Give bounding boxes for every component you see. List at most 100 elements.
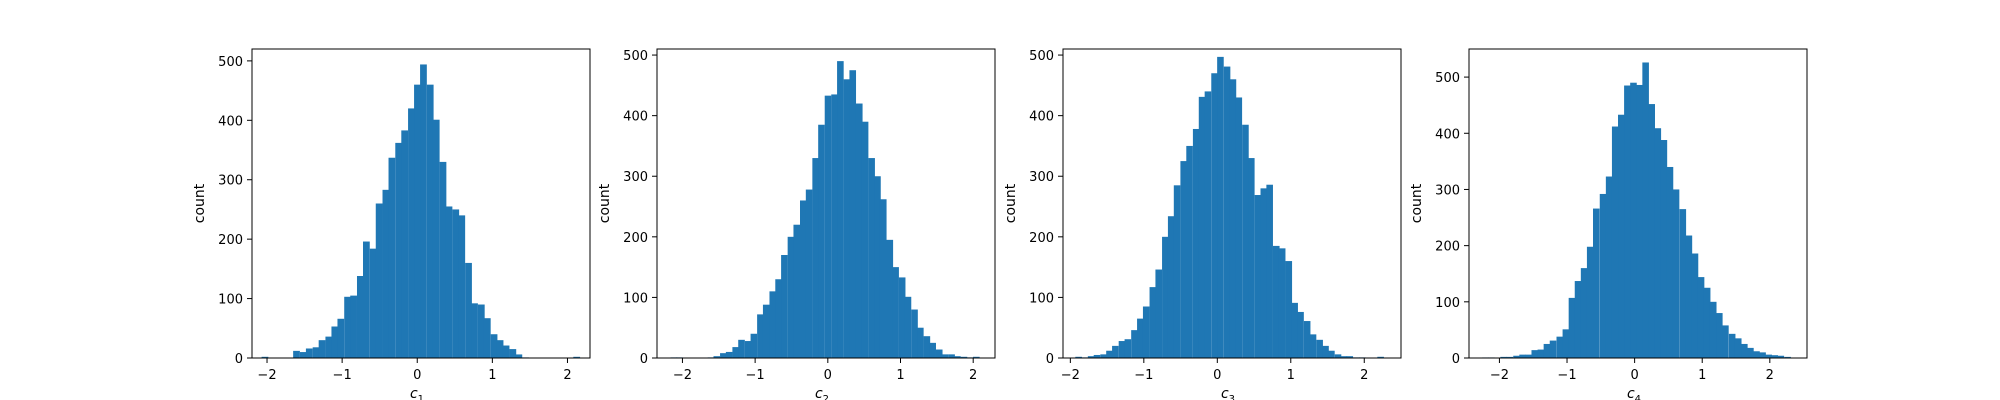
- histogram-bar: [1204, 91, 1212, 358]
- histogram-bar: [973, 356, 980, 358]
- histogram-bar: [1149, 287, 1157, 358]
- y-tick-label: 100: [1029, 291, 1054, 306]
- histogram-bar: [350, 295, 357, 358]
- y-tick-label: 0: [235, 352, 243, 367]
- histogram-bar: [818, 124, 825, 359]
- histogram-bar: [1235, 97, 1243, 358]
- histogram-bar: [344, 296, 351, 358]
- histogram-bar: [1142, 306, 1150, 358]
- histogram-bar: [738, 339, 745, 358]
- histogram-bar: [312, 347, 320, 358]
- histogram-bar: [1500, 356, 1507, 358]
- histogram-bar: [1753, 351, 1760, 358]
- histogram-bar: [874, 176, 881, 358]
- histogram-bar: [1574, 281, 1582, 358]
- x-axis-label-main: c: [815, 386, 823, 400]
- histogram-bar: [1685, 235, 1693, 358]
- histogram-bar: [1630, 82, 1637, 359]
- histogram-bar: [490, 334, 498, 358]
- histogram-bar: [1118, 341, 1126, 358]
- histogram-bar: [496, 340, 504, 358]
- y-tick-label: 300: [1435, 183, 1460, 198]
- histogram-bar: [1525, 354, 1532, 358]
- axes-frame: [656, 48, 996, 359]
- histogram-bar: [1155, 269, 1163, 358]
- histogram-bar: [1531, 350, 1539, 358]
- histogram-bar: [1697, 277, 1705, 358]
- histogram-bar: [1316, 339, 1323, 358]
- histogram-bar: [886, 239, 894, 358]
- chart-panel-3: −2 −1 0 1 2 0 100 200 300 400 500 c3 count: [1003, 48, 1402, 400]
- histogram-bar: [849, 70, 857, 359]
- histogram-bar: [363, 241, 370, 358]
- histogram-bar: [1297, 311, 1304, 358]
- histogram-bar: [732, 347, 739, 358]
- y-tick-label: 200: [1435, 240, 1460, 255]
- histogram-bar: [960, 356, 968, 358]
- x-tick-label: −1: [746, 368, 765, 383]
- y-tick-label: 100: [623, 291, 648, 306]
- chart-panel-4: −2 −1 0 1 2 0 100 200 300 400 500 c4 count: [1409, 48, 1808, 400]
- histogram-bar: [1278, 248, 1286, 358]
- histogram-bar: [787, 236, 795, 358]
- histogram-bar: [1273, 245, 1280, 358]
- histogram-bar: [1666, 166, 1674, 358]
- x-tick-label: −1: [1557, 368, 1576, 383]
- y-axis-label: count: [192, 183, 208, 223]
- histogram-bar: [1513, 355, 1520, 358]
- x-axis-label-main: c: [1221, 386, 1229, 400]
- histogram-bar: [1093, 354, 1101, 358]
- histogram-bar: [1242, 124, 1249, 359]
- histogram-bar: [1131, 330, 1138, 358]
- histogram-bar: [1309, 334, 1317, 358]
- x-axis-label: c1: [410, 386, 424, 400]
- histogram-bar: [432, 119, 440, 359]
- histogram-bar: [1186, 145, 1193, 358]
- histogram-bar: [477, 304, 485, 358]
- y-tick-label: 200: [218, 233, 243, 248]
- histogram-bar: [1334, 354, 1342, 358]
- x-tick-label: 2: [1766, 368, 1774, 383]
- y-tick-label: 400: [623, 110, 648, 125]
- histogram-bar: [1543, 343, 1551, 358]
- histogram-bar: [337, 318, 345, 358]
- histogram-bar: [420, 64, 427, 358]
- histogram-bar: [861, 121, 869, 359]
- histogram-bar: [325, 336, 333, 358]
- histogram-bar: [1611, 126, 1619, 358]
- histogram-bar: [824, 95, 832, 359]
- histogram-bar: [1580, 268, 1588, 358]
- x-axis-label-main: c: [1627, 386, 1635, 400]
- histogram-bar: [1618, 114, 1625, 358]
- histogram-bar: [573, 356, 581, 358]
- x-axis-label-subscript: 1: [418, 394, 424, 400]
- histogram-bar: [1137, 318, 1144, 358]
- histogram-bar: [299, 352, 307, 358]
- histogram-bar: [1112, 345, 1119, 358]
- histogram-bar: [1605, 176, 1613, 358]
- histogram-bar: [458, 215, 466, 358]
- histogram-bar: [744, 341, 752, 358]
- histogram-bar: [1777, 355, 1785, 358]
- histogram-bar: [1303, 321, 1311, 358]
- histogram-bar: [775, 279, 782, 358]
- y-tick-label: 0: [1046, 352, 1054, 367]
- histogram-bar: [1229, 79, 1237, 358]
- histogram-bar: [318, 340, 326, 358]
- histogram-bar: [1124, 339, 1132, 358]
- histogram-bar: [1556, 336, 1564, 358]
- histogram-bar: [1519, 354, 1526, 358]
- histogram-bar: [1075, 356, 1082, 358]
- histogram-bar: [1291, 302, 1298, 358]
- histogram-bar: [1322, 345, 1329, 358]
- histogram-bar: [1654, 128, 1662, 358]
- histogram-bar: [1709, 301, 1717, 358]
- histogram-bar: [812, 158, 819, 358]
- x-tick-label: 0: [824, 368, 832, 383]
- axes-frame: [1062, 48, 1402, 359]
- y-tick-label: 400: [1435, 127, 1460, 142]
- y-axis-label: count: [1409, 183, 1425, 223]
- histogram-bar: [1593, 208, 1600, 358]
- histogram-bar: [509, 349, 517, 358]
